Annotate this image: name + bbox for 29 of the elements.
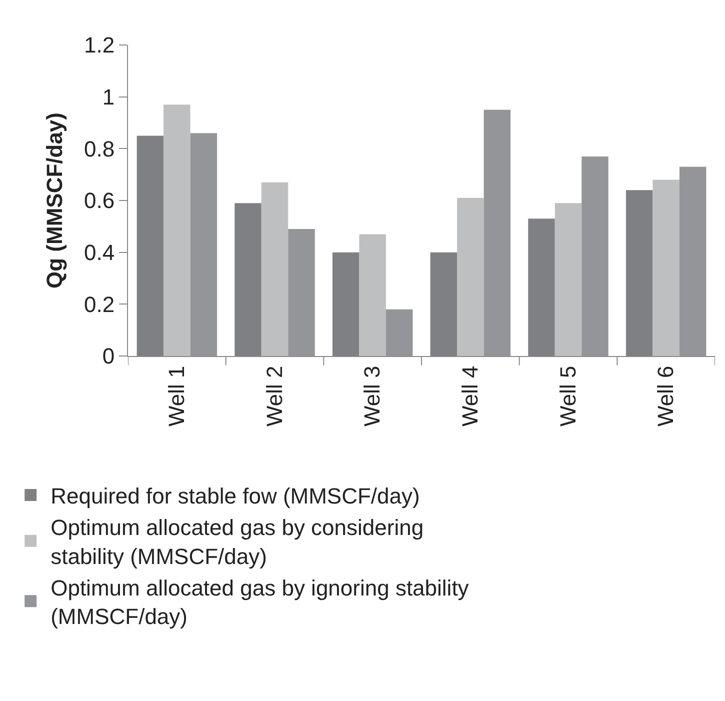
legend-label: Optimum allocated gas by ignoring stability (MMSCF/day)	[50, 575, 469, 629]
y-tick-label: 0.4	[84, 240, 115, 266]
bar	[652, 180, 680, 356]
legend-label: Optimum allocated gas by considering stability (MMSCF/day)	[50, 515, 424, 569]
x-tick-label: Well 1	[164, 366, 190, 427]
y-tick-label: 0.8	[84, 136, 115, 162]
bar	[359, 234, 386, 356]
bar	[386, 309, 413, 356]
y-axis-title: Qg (MMSCF/day)	[42, 112, 67, 288]
x-tick-label: Well 5	[555, 366, 580, 427]
bar	[164, 104, 190, 356]
bar	[190, 133, 218, 356]
y-tick-label: 0.2	[84, 292, 115, 317]
legend-label: Required for stable fow (MMSCF/day)	[50, 484, 420, 509]
y-tick-label: 0.6	[84, 188, 115, 214]
y-tick-label: 1.2	[84, 32, 115, 58]
x-tick-label: Well 2	[262, 366, 287, 427]
bar	[554, 203, 582, 356]
bar	[457, 198, 484, 356]
bar	[288, 229, 315, 356]
bar	[582, 156, 608, 356]
bar	[484, 110, 511, 356]
x-tick-label: Well 6	[653, 366, 678, 427]
bar	[261, 182, 288, 356]
y-tick-label: 0	[102, 344, 115, 369]
x-tick-label: Well 3	[360, 366, 385, 427]
bar	[679, 166, 706, 356]
y-tick-label: 1	[102, 84, 115, 110]
x-tick-label: Well 4	[458, 366, 483, 427]
